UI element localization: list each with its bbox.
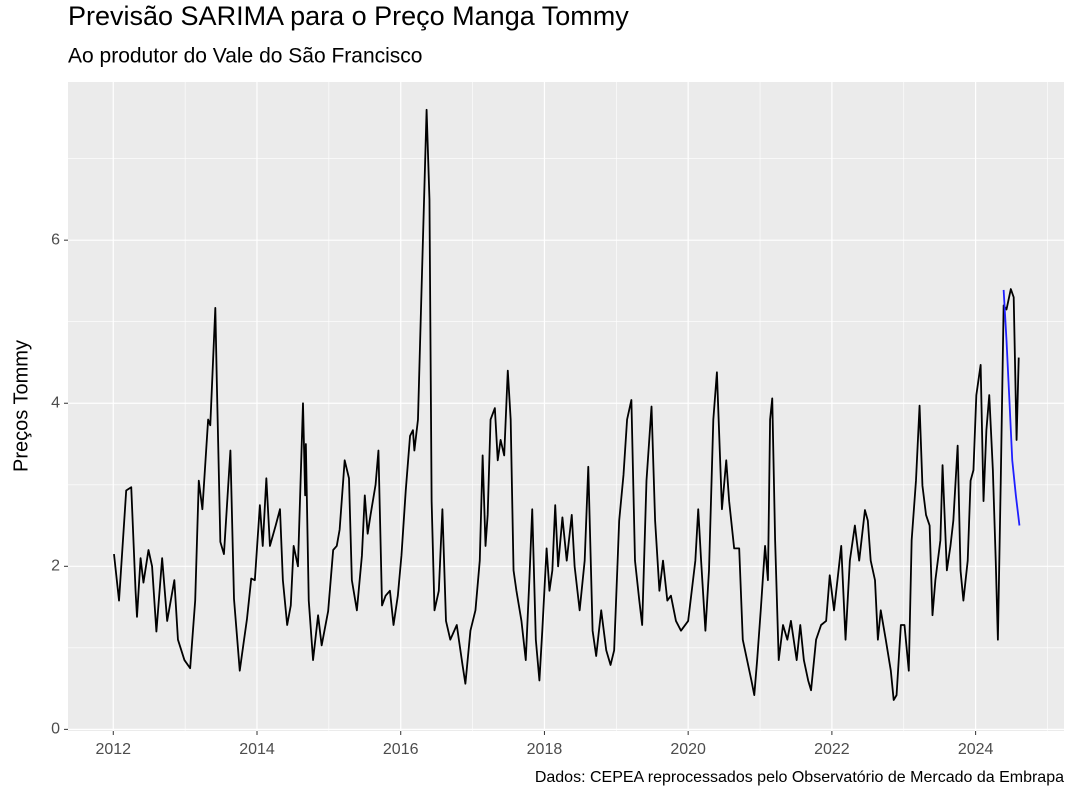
x-tick-label: 2018 xyxy=(527,741,563,758)
x-tick-label: 2022 xyxy=(814,741,850,758)
series-line xyxy=(113,108,1020,701)
x-tick-label: 2012 xyxy=(95,741,131,758)
chart-title: Previsão SARIMA para o Preço Manga Tommy xyxy=(68,1,629,31)
series-line xyxy=(1002,289,1021,526)
x-tick-label: 2024 xyxy=(958,741,994,758)
y-tick-label: 6 xyxy=(51,231,60,248)
x-tick-label: 2020 xyxy=(670,741,706,758)
y-axis-label: Preços Tommy xyxy=(10,340,32,472)
x-tick-label: 2016 xyxy=(383,741,419,758)
caption: Dados: CEPEA reprocessados pelo Observat… xyxy=(535,769,1064,786)
y-tick-label: 4 xyxy=(51,394,60,411)
plot-panel xyxy=(68,82,1064,731)
chart-subtitle: Ao produtor do Vale do São Francisco xyxy=(68,45,423,68)
y-tick-label: 0 xyxy=(51,721,60,738)
x-tick-label: 2014 xyxy=(239,741,275,758)
y-tick-label: 2 xyxy=(51,558,60,575)
